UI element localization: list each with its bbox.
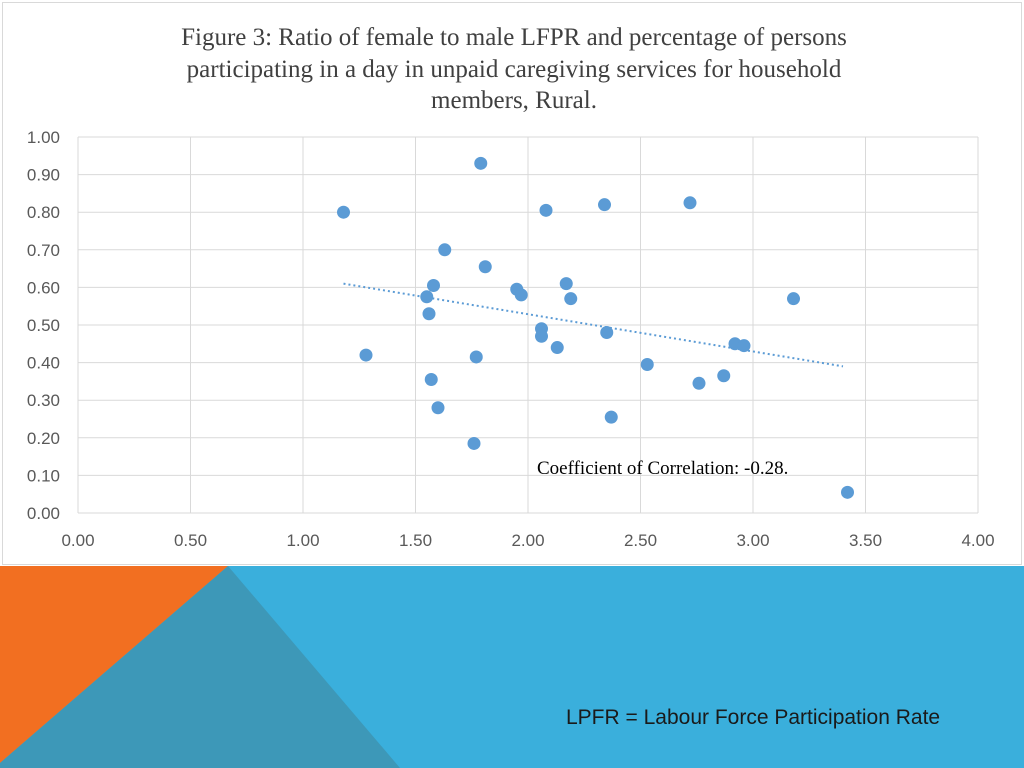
data-point — [431, 401, 445, 415]
x-tick-label: 1.00 — [286, 531, 319, 550]
data-point — [427, 279, 440, 293]
data-point — [420, 290, 434, 304]
data-point — [467, 436, 481, 450]
y-tick-label: 0.50 — [27, 316, 60, 335]
y-tick-label: 0.30 — [27, 391, 60, 410]
data-point — [474, 156, 488, 170]
x-tick-label: 0.50 — [174, 531, 207, 550]
chart-title-line: participating in a day in unpaid caregiv… — [187, 56, 842, 83]
data-point — [787, 292, 800, 306]
chart-title-line: Figure 3: Ratio of female to male LFPR a… — [181, 24, 847, 51]
decorative-band — [0, 566, 1024, 768]
y-axis-tick-labels: 0.00 0.10 0.20 0.30 0.40 0.50 0.60 0.70 0.80 0.90… — [27, 128, 60, 523]
y-tick-label: 1.00 — [27, 128, 60, 147]
data-point — [692, 376, 706, 390]
y-tick-label: 0.00 — [27, 504, 60, 523]
chart-title: Figure 3: Ratio of female to male LFPR a… — [181, 24, 847, 114]
footnote: LPFR = Labour Force Participation Rate — [566, 706, 941, 729]
trendline — [343, 282, 844, 368]
data-point — [359, 348, 373, 362]
figure-panel: Figure 3: Ratio of female to male LFPR a… — [2, 2, 1022, 565]
data-point — [535, 329, 548, 343]
data-point — [424, 373, 438, 387]
y-tick-label: 0.60 — [27, 278, 60, 297]
band-teal-shape — [0, 566, 400, 768]
scatter-chart: Figure 3: Ratio of female to male LFPR a… — [27, 24, 995, 550]
data-point — [604, 410, 618, 424]
x-tick-label: 2.50 — [624, 531, 657, 550]
y-tick-label: 0.80 — [27, 203, 60, 222]
data-point — [514, 288, 528, 302]
data-point — [478, 260, 492, 274]
y-tick-label: 0.20 — [27, 429, 60, 448]
data-point — [564, 292, 578, 306]
x-tick-label: 0.00 — [61, 531, 94, 550]
data-point — [737, 339, 751, 353]
data-point — [438, 243, 452, 257]
correlation-annotation: Coefficient of Correlation: -0.28. — [537, 458, 788, 479]
x-axis-tick-labels: 0.00 0.50 1.00 1.50 2.00 2.50 3.00 3.50 4.00 — [61, 531, 994, 550]
data-point — [598, 198, 611, 212]
y-tick-label: 0.90 — [27, 166, 60, 185]
x-tick-label: 3.50 — [849, 531, 882, 550]
x-tick-label: 1.50 — [399, 531, 432, 550]
data-point — [422, 307, 436, 321]
chart-title-line: members, Rural. — [431, 87, 597, 114]
data-point — [469, 350, 483, 364]
data-point — [559, 277, 573, 291]
y-tick-label: 0.10 — [27, 466, 60, 485]
gridlines — [77, 136, 979, 514]
x-tick-label: 3.00 — [736, 531, 769, 550]
x-tick-label: 4.00 — [961, 531, 994, 550]
data-point — [539, 203, 553, 217]
x-tick-label: 2.00 — [511, 531, 544, 550]
data-point — [600, 326, 614, 340]
data-point — [683, 196, 697, 210]
data-points — [337, 156, 854, 499]
data-point — [717, 369, 731, 383]
data-point — [841, 485, 854, 499]
data-point — [550, 341, 564, 355]
y-tick-label: 0.70 — [27, 241, 60, 260]
data-point — [640, 357, 654, 371]
data-point — [337, 205, 350, 219]
y-tick-label: 0.40 — [27, 354, 60, 373]
